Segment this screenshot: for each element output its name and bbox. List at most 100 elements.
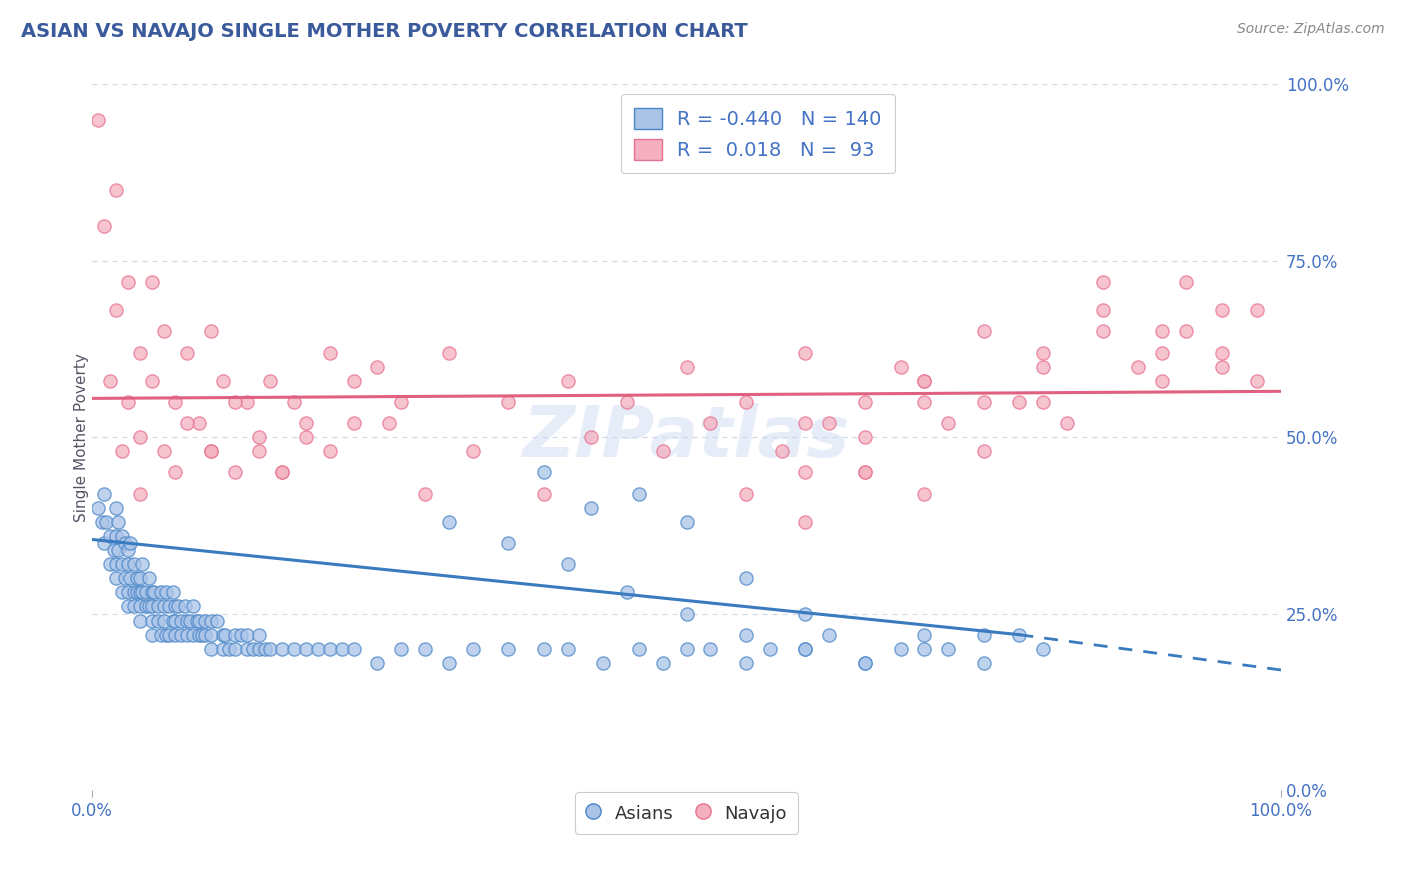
Point <box>699 416 721 430</box>
Point <box>117 275 139 289</box>
Point <box>174 599 197 614</box>
Point <box>150 585 173 599</box>
Legend: Asians, Navajo: Asians, Navajo <box>575 792 797 834</box>
Point <box>330 641 353 656</box>
Point <box>111 557 134 571</box>
Point <box>188 416 211 430</box>
Point <box>592 656 614 670</box>
Point <box>128 345 150 359</box>
Point <box>98 374 121 388</box>
Point <box>127 585 149 599</box>
Y-axis label: Single Mother Poverty: Single Mother Poverty <box>73 352 89 522</box>
Point <box>224 395 246 409</box>
Point <box>1211 345 1233 359</box>
Point <box>212 628 235 642</box>
Point <box>200 444 222 458</box>
Point <box>176 345 198 359</box>
Point <box>235 395 257 409</box>
Text: ASIAN VS NAVAJO SINGLE MOTHER POVERTY CORRELATION CHART: ASIAN VS NAVAJO SINGLE MOTHER POVERTY CO… <box>21 22 748 41</box>
Point <box>165 395 187 409</box>
Point <box>218 641 240 656</box>
Point <box>194 628 217 642</box>
Point <box>343 641 366 656</box>
Point <box>188 628 211 642</box>
Point <box>135 599 157 614</box>
Point <box>253 641 276 656</box>
Point <box>461 641 484 656</box>
Point <box>98 529 121 543</box>
Point <box>283 395 305 409</box>
Point <box>93 486 115 500</box>
Point <box>200 324 222 338</box>
Point <box>87 112 110 127</box>
Point <box>1246 303 1268 318</box>
Point <box>104 183 127 197</box>
Point <box>413 641 436 656</box>
Point <box>176 416 198 430</box>
Point <box>200 614 222 628</box>
Point <box>413 486 436 500</box>
Point <box>165 466 187 480</box>
Point <box>141 599 163 614</box>
Point <box>128 571 150 585</box>
Point <box>107 543 129 558</box>
Point <box>165 628 187 642</box>
Point <box>190 628 212 642</box>
Point <box>973 444 995 458</box>
Point <box>1032 395 1054 409</box>
Point <box>1211 303 1233 318</box>
Point <box>170 628 193 642</box>
Point <box>818 416 841 430</box>
Point <box>247 641 270 656</box>
Point <box>212 641 235 656</box>
Point <box>1174 275 1197 289</box>
Point <box>122 557 145 571</box>
Point <box>1091 324 1114 338</box>
Point <box>104 557 127 571</box>
Point <box>141 374 163 388</box>
Point <box>111 529 134 543</box>
Point <box>651 656 673 670</box>
Point <box>616 585 638 599</box>
Point <box>128 599 150 614</box>
Point <box>176 614 198 628</box>
Point <box>378 416 401 430</box>
Point <box>496 641 519 656</box>
Point <box>319 641 342 656</box>
Point <box>200 444 222 458</box>
Point <box>152 444 174 458</box>
Point <box>295 430 318 444</box>
Point <box>165 614 187 628</box>
Point <box>179 614 201 628</box>
Point <box>271 641 294 656</box>
Point <box>93 536 115 550</box>
Point <box>616 395 638 409</box>
Point <box>104 500 127 515</box>
Point <box>533 486 555 500</box>
Point <box>973 324 995 338</box>
Text: Source: ZipAtlas.com: Source: ZipAtlas.com <box>1237 22 1385 37</box>
Point <box>794 466 817 480</box>
Point <box>247 444 270 458</box>
Point <box>242 641 264 656</box>
Point <box>162 585 184 599</box>
Point <box>936 416 959 430</box>
Point <box>557 557 579 571</box>
Point <box>794 515 817 529</box>
Point <box>146 599 169 614</box>
Point <box>675 359 697 374</box>
Point <box>87 500 110 515</box>
Point <box>675 607 697 621</box>
Point <box>122 585 145 599</box>
Point <box>111 585 134 599</box>
Point <box>104 529 127 543</box>
Point <box>146 614 169 628</box>
Point <box>1091 275 1114 289</box>
Point <box>973 395 995 409</box>
Point <box>1152 345 1174 359</box>
Point <box>735 656 758 670</box>
Point <box>389 395 412 409</box>
Point <box>93 219 115 233</box>
Point <box>1128 359 1150 374</box>
Point <box>200 641 222 656</box>
